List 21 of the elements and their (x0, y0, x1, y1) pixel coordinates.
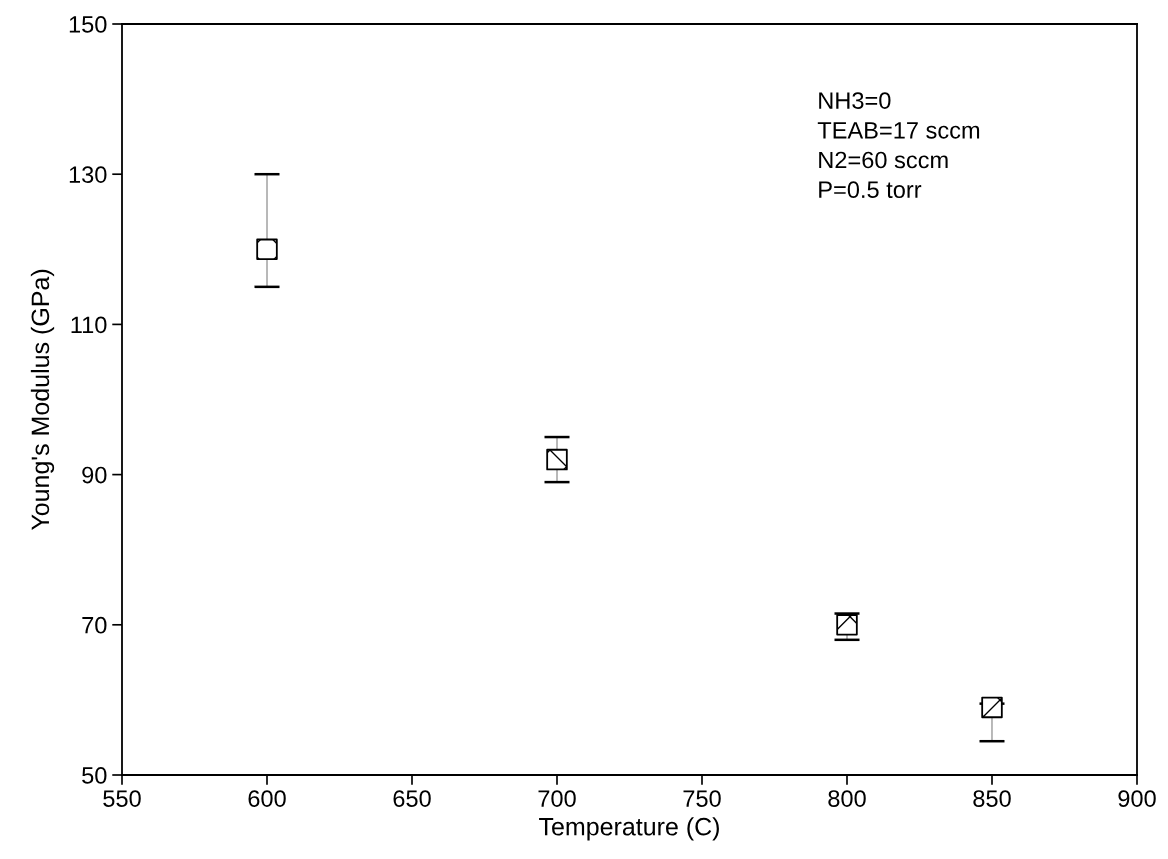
x-tick-label: 800 (828, 790, 866, 807)
annotation: NH3=0 TEAB=17 sccm N2=60 sccm P=0.5 torr (817, 92, 980, 199)
y-tick-label: 50 (82, 767, 107, 784)
x-tick-label: 700 (538, 790, 576, 807)
y-tick-label: 70 (82, 616, 107, 634)
x-tick-label: 900 (1118, 790, 1156, 807)
y-tick-label: 90 (82, 466, 107, 484)
y-tick-label: 130 (69, 166, 107, 183)
y-tick-label: 150 (69, 16, 107, 33)
x-tick-label: 600 (248, 790, 286, 807)
point (256, 238, 278, 261)
x-tick-label: 750 (683, 790, 721, 807)
point (981, 696, 1003, 719)
x-axis-title: Temperature (C) (539, 817, 719, 841)
x-tick-label: 650 (393, 790, 431, 807)
point (836, 614, 858, 636)
x-tick-label: 850 (973, 790, 1011, 807)
point (546, 448, 568, 471)
x-tick-label: 550 (103, 790, 141, 807)
y-axis-title: Young's Modulus (GPa) (30, 269, 55, 531)
y-tick-label: 110 (71, 316, 107, 334)
